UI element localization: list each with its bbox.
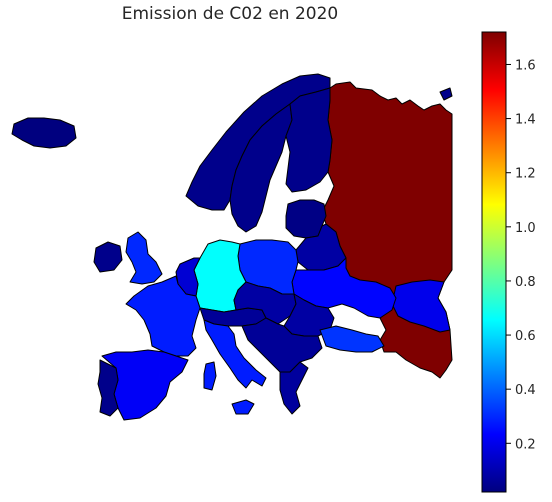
colorbar-tick-label: 0.2 bbox=[515, 437, 536, 452]
colorbar-gradient bbox=[481, 31, 507, 493]
choropleth-map bbox=[11, 73, 453, 421]
region-iceland bbox=[11, 117, 77, 149]
colorbar-tick-label: 0.4 bbox=[515, 383, 536, 398]
colorbar-tick-label: 0.6 bbox=[515, 329, 536, 344]
region-kazakhstan bbox=[391, 279, 451, 333]
region-sardinia bbox=[203, 361, 217, 391]
region-sweden bbox=[229, 103, 293, 233]
region-balkans bbox=[241, 317, 323, 373]
region-ireland bbox=[93, 241, 123, 273]
region-portugal bbox=[97, 359, 119, 417]
region-turkey bbox=[319, 325, 385, 353]
colorbar-tick-label: 1.4 bbox=[515, 113, 536, 128]
region-france bbox=[125, 275, 201, 357]
map-title: Emission de C02 en 2020 bbox=[121, 4, 339, 24]
colorbar-tick-label: 1.0 bbox=[515, 221, 536, 236]
region-finland bbox=[285, 87, 333, 193]
region-sicily bbox=[231, 399, 255, 415]
colorbar-tick-label: 0.8 bbox=[515, 275, 536, 290]
colorbar-tick-label: 1.2 bbox=[515, 167, 536, 182]
region-italy bbox=[203, 319, 267, 389]
region-greece bbox=[279, 361, 309, 415]
region-united-kingdom bbox=[125, 231, 163, 285]
region-arctic-islands bbox=[439, 87, 453, 101]
colorbar-tick-label: 1.6 bbox=[515, 58, 536, 73]
